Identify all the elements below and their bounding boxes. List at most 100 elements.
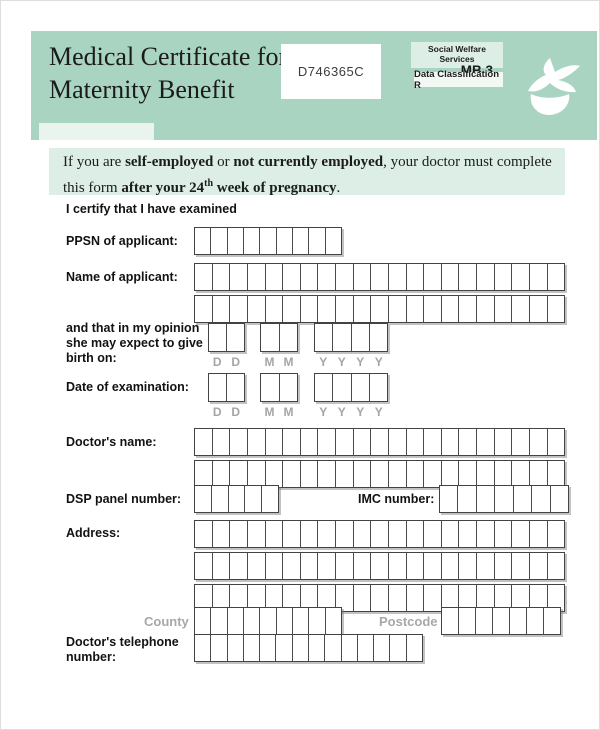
char-cell[interactable]	[195, 296, 213, 322]
char-cell[interactable]	[277, 228, 293, 254]
char-cell[interactable]	[512, 296, 530, 322]
char-cell[interactable]	[371, 264, 389, 290]
char-cell[interactable]	[336, 296, 354, 322]
char-cell[interactable]	[477, 521, 495, 547]
char-cell[interactable]	[495, 553, 513, 579]
char-cell[interactable]	[212, 486, 229, 512]
char-cell[interactable]	[229, 486, 246, 512]
char-cell[interactable]	[266, 585, 284, 611]
char-cell[interactable]	[389, 553, 407, 579]
char-cell[interactable]	[354, 264, 372, 290]
char-cell[interactable]	[424, 296, 442, 322]
char-cell[interactable]	[280, 324, 298, 351]
char-cell[interactable]	[551, 486, 568, 512]
char-cell[interactable]	[424, 553, 442, 579]
char-cell[interactable]	[371, 296, 389, 322]
char-cell[interactable]	[283, 553, 301, 579]
char-cell[interactable]	[354, 429, 372, 455]
char-cell[interactable]	[459, 429, 477, 455]
char-cell[interactable]	[440, 486, 459, 512]
char-cell[interactable]	[459, 461, 477, 487]
doctor-name-grid-row1[interactable]	[194, 428, 565, 456]
char-cell[interactable]	[459, 553, 477, 579]
char-cell[interactable]	[530, 264, 548, 290]
char-cell[interactable]	[230, 429, 248, 455]
char-cell[interactable]	[213, 264, 231, 290]
char-cell[interactable]	[371, 553, 389, 579]
char-cell[interactable]	[389, 429, 407, 455]
char-cell[interactable]	[532, 486, 551, 512]
birth-month-grid[interactable]	[260, 323, 298, 352]
char-cell[interactable]	[248, 296, 266, 322]
char-cell[interactable]	[407, 296, 425, 322]
char-cell[interactable]	[283, 585, 301, 611]
char-cell[interactable]	[354, 296, 372, 322]
char-cell[interactable]	[512, 429, 530, 455]
char-cell[interactable]	[195, 228, 212, 254]
char-cell[interactable]	[336, 521, 354, 547]
char-cell[interactable]	[230, 553, 248, 579]
char-cell[interactable]	[293, 635, 309, 661]
char-cell[interactable]	[389, 264, 407, 290]
char-cell[interactable]	[213, 429, 231, 455]
char-cell[interactable]	[477, 264, 495, 290]
char-cell[interactable]	[266, 521, 284, 547]
address-grid-row1[interactable]	[194, 520, 565, 548]
char-cell[interactable]	[230, 585, 248, 611]
ppsn-input-grid[interactable]	[194, 227, 342, 255]
char-cell[interactable]	[442, 264, 460, 290]
char-cell[interactable]	[389, 585, 407, 611]
char-cell[interactable]	[248, 264, 266, 290]
char-cell[interactable]	[530, 429, 548, 455]
char-cell[interactable]	[370, 324, 387, 351]
char-cell[interactable]	[301, 521, 319, 547]
char-cell[interactable]	[228, 228, 244, 254]
char-cell[interactable]	[211, 228, 228, 254]
char-cell[interactable]	[283, 264, 301, 290]
char-cell[interactable]	[407, 429, 425, 455]
char-cell[interactable]	[495, 521, 513, 547]
char-cell[interactable]	[459, 296, 477, 322]
char-cell[interactable]	[495, 429, 513, 455]
char-cell[interactable]	[228, 635, 244, 661]
char-cell[interactable]	[512, 553, 530, 579]
char-cell[interactable]	[527, 608, 544, 634]
char-cell[interactable]	[530, 461, 548, 487]
char-cell[interactable]	[358, 635, 375, 661]
char-cell[interactable]	[195, 486, 212, 512]
char-cell[interactable]	[477, 553, 495, 579]
imc-number-grid[interactable]	[439, 485, 569, 513]
char-cell[interactable]	[459, 521, 477, 547]
char-cell[interactable]	[476, 608, 493, 634]
address-grid-row2[interactable]	[194, 552, 565, 580]
char-cell[interactable]	[544, 608, 560, 634]
char-cell[interactable]	[512, 585, 530, 611]
char-cell[interactable]	[407, 553, 425, 579]
char-cell[interactable]	[374, 635, 391, 661]
char-cell[interactable]	[548, 521, 565, 547]
char-cell[interactable]	[248, 521, 266, 547]
char-cell[interactable]	[301, 553, 319, 579]
char-cell[interactable]	[333, 324, 352, 351]
char-cell[interactable]	[548, 296, 565, 322]
char-cell[interactable]	[458, 486, 477, 512]
char-cell[interactable]	[266, 264, 284, 290]
char-cell[interactable]	[301, 429, 319, 455]
char-cell[interactable]	[211, 635, 228, 661]
char-cell[interactable]	[293, 228, 310, 254]
char-cell[interactable]	[342, 635, 358, 661]
char-cell[interactable]	[195, 429, 213, 455]
char-cell[interactable]	[318, 429, 336, 455]
char-cell[interactable]	[442, 553, 460, 579]
char-cell[interactable]	[261, 324, 280, 351]
char-cell[interactable]	[548, 553, 565, 579]
char-cell[interactable]	[309, 228, 326, 254]
char-cell[interactable]	[442, 608, 459, 634]
char-cell[interactable]	[495, 296, 513, 322]
doctor-phone-grid[interactable]	[194, 634, 423, 662]
char-cell[interactable]	[301, 296, 319, 322]
char-cell[interactable]	[371, 585, 389, 611]
char-cell[interactable]	[309, 635, 326, 661]
char-cell[interactable]	[211, 608, 228, 634]
exam-month-grid[interactable]	[260, 373, 298, 402]
